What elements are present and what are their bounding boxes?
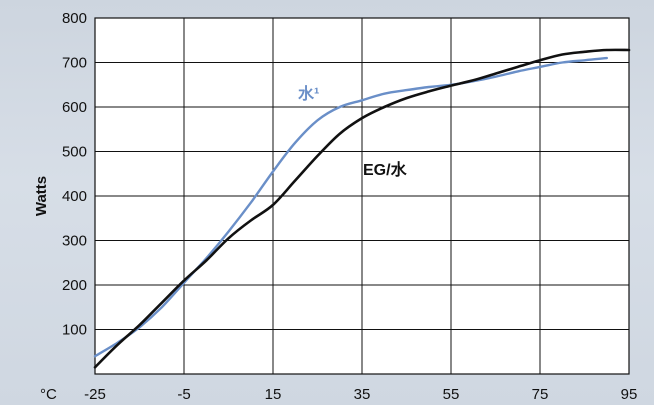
y-tick-label: 700 [62,55,87,72]
y-tick-labels: 100 200 300 400 500 600 700 800 [62,10,87,339]
y-tick-label: 500 [62,144,87,161]
y-tick-label: 300 [62,233,87,250]
x-tick-label: 75 [532,386,549,403]
series-label-eg-water: EG/水 [363,160,408,179]
x-tick-label: -5 [177,386,190,403]
x-tick-label: 15 [265,386,282,403]
y-tick-label: 600 [62,99,87,116]
plot-frame [94,17,630,375]
series-label-water: 水¹ [298,84,319,103]
y-tick-label: 400 [62,188,87,205]
y-tick-label: 200 [62,277,87,294]
x-tick-label: 35 [354,386,371,403]
y-tick-label: 100 [62,322,87,339]
series-line-water [93,56,608,358]
series-group [93,48,631,369]
series-line-eg-water [93,48,631,369]
x-tick-label: 55 [443,386,460,403]
x-tick-label: -25 [84,386,106,403]
y-axis-label: Watts [33,176,50,216]
x-tick-labels: -25 -5 15 35 55 75 95 [84,386,637,403]
gridlines [94,17,630,375]
y-tick-label: 800 [62,10,87,27]
x-tick-label: 95 [621,386,638,403]
x-unit-label: °C [40,386,57,403]
